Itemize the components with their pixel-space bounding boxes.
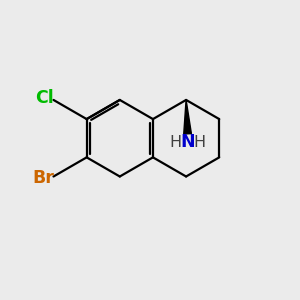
Polygon shape <box>184 100 191 134</box>
Text: Br: Br <box>32 169 54 187</box>
Text: H: H <box>194 134 206 149</box>
Text: H: H <box>169 134 181 149</box>
Text: N: N <box>180 133 195 151</box>
Text: Cl: Cl <box>35 88 53 106</box>
